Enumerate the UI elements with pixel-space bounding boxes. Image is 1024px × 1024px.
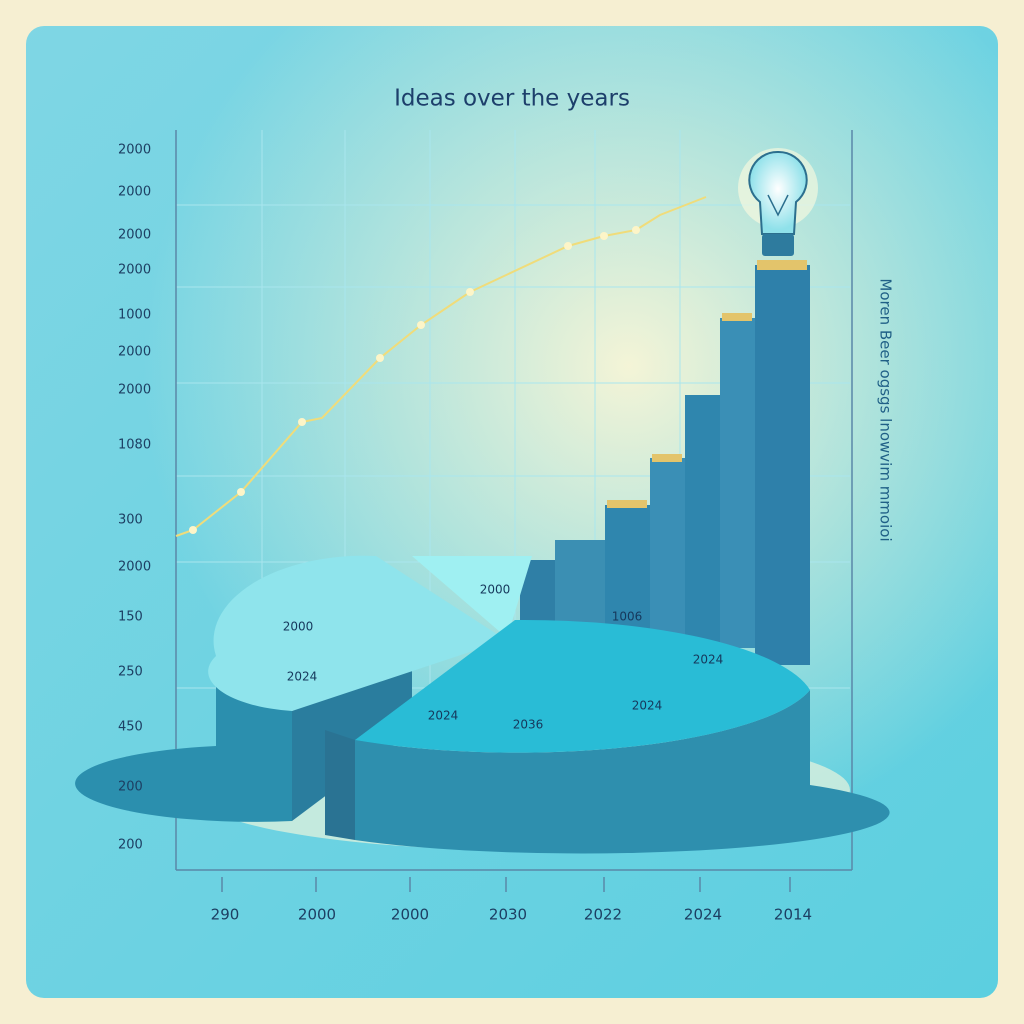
x-label: 2030 (489, 906, 527, 924)
y-label: 2000 (118, 263, 151, 278)
y-label: 150 (118, 610, 143, 625)
y-label: 300 (118, 513, 143, 528)
pie-labels: 2000 2000 2024 1006 2024 2024 2036 2024 (283, 583, 724, 732)
pie-label: 2000 (480, 583, 511, 597)
y-label: 2000 (118, 185, 151, 200)
y-label: 200 (118, 780, 143, 795)
pie-label: 1006 (612, 610, 643, 624)
bulb (738, 148, 818, 256)
pie-label: 2024 (428, 709, 459, 723)
y-labels: 2000 2000 2000 2000 1000 2000 2000 1080 300 2000 1… (118, 143, 151, 853)
y-label: 250 (118, 665, 143, 680)
y-label: 2000 (118, 560, 151, 575)
pie-label: 2024 (287, 670, 318, 684)
axes (175, 130, 853, 892)
trend-points (189, 226, 640, 534)
x-label: 2000 (391, 906, 429, 924)
side-text: Moren Beer ogsgs lnowvim mmoioi (877, 278, 895, 541)
y-label: 200 (118, 838, 143, 853)
pie (75, 555, 890, 854)
y-label: 2000 (118, 383, 151, 398)
pie-label: 2024 (632, 699, 663, 713)
bars (520, 260, 810, 665)
x-label: 2000 (298, 906, 336, 924)
pie-label: 2024 (693, 653, 724, 667)
x-label: 2022 (584, 906, 622, 924)
x-labels: 290 2000 2000 2030 2022 2024 2014 (211, 906, 812, 924)
y-label: 2000 (118, 143, 151, 158)
x-label: 2014 (774, 906, 812, 924)
y-label: 2000 (118, 345, 151, 360)
x-label: 2024 (684, 906, 722, 924)
y-label: 450 (118, 720, 143, 735)
title: Ideas over the years (394, 86, 630, 112)
y-label: 2000 (118, 228, 151, 243)
pie-label: 2000 (283, 620, 314, 634)
y-label: 1000 (118, 308, 151, 323)
x-label: 290 (211, 906, 240, 924)
y-label: 1080 (118, 438, 151, 453)
pie-label: 2036 (513, 718, 544, 732)
